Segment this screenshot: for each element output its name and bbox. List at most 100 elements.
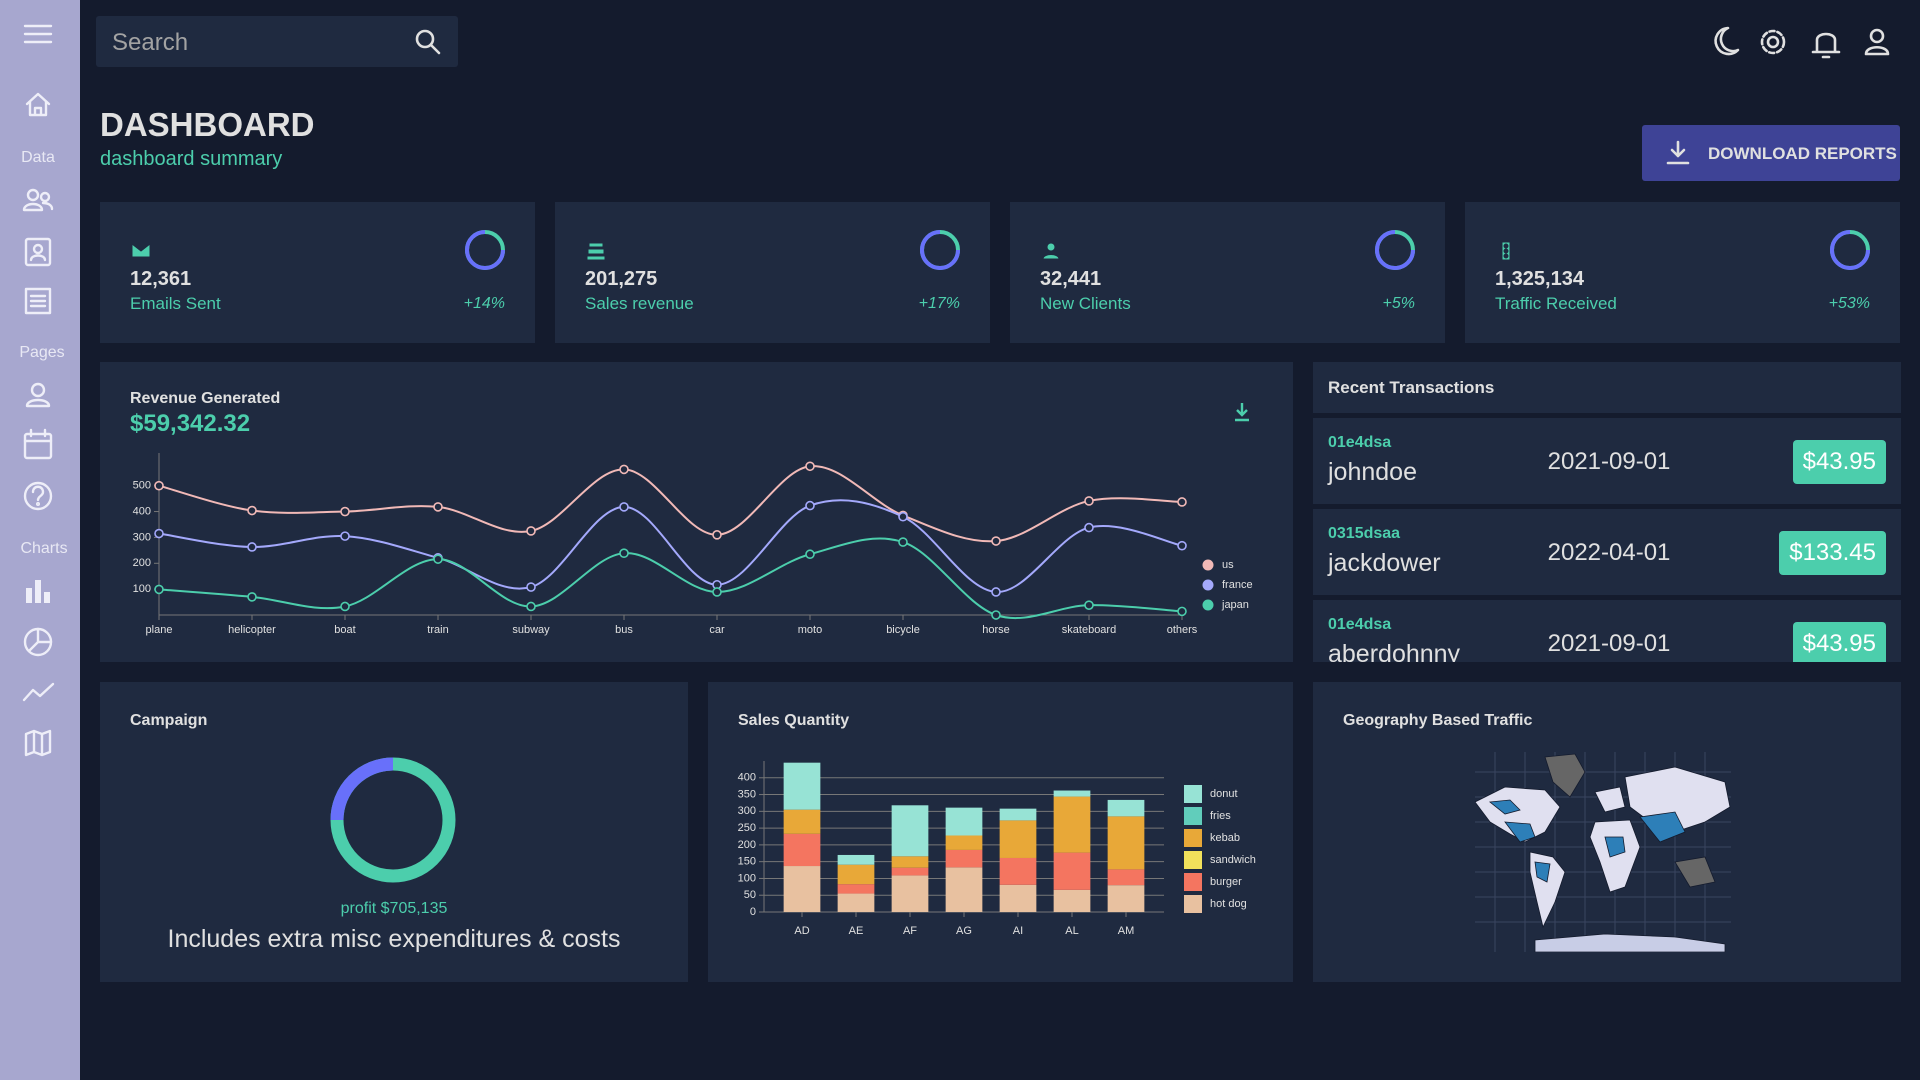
- ring-arc: [1830, 230, 1870, 270]
- transaction-row: 0315dsaa jackdower 2022-04-01 $133.45: [1313, 509, 1901, 595]
- legend-swatch: [1184, 851, 1202, 869]
- legend-swatch: [1202, 599, 1214, 611]
- geography-card: Geography Based Traffic: [1313, 682, 1901, 982]
- point: [247, 542, 257, 552]
- point: [526, 526, 536, 536]
- map-icon[interactable]: [24, 729, 52, 757]
- transaction-id: 01e4dsa: [1328, 434, 1392, 451]
- stat-icon: [586, 242, 606, 261]
- sidebar: Data Pages Charts: [0, 0, 80, 1080]
- transaction-user: aberdohnny: [1328, 640, 1461, 662]
- bar-segment: [999, 884, 1037, 912]
- profile-icon[interactable]: [25, 382, 51, 408]
- transaction-date: 2021-09-01: [1547, 448, 1671, 475]
- x-tick-label: train: [427, 624, 448, 636]
- account-icon[interactable]: [1864, 28, 1890, 56]
- stat-card: 32,441 New Clients +5%: [1010, 202, 1445, 343]
- calendar-icon[interactable]: [23, 428, 53, 460]
- transaction-cost[interactable]: $43.95: [1792, 440, 1886, 484]
- y-tick-label: 150: [738, 856, 756, 868]
- card-title: Geography Based Traffic: [1343, 712, 1533, 729]
- point: [805, 461, 815, 472]
- point: [340, 531, 350, 541]
- ring-arc: [1375, 230, 1415, 270]
- bar-segment: [999, 808, 1037, 821]
- stat-ring: [1375, 230, 1415, 270]
- card-title: Revenue Generated: [130, 390, 281, 407]
- faq-icon[interactable]: [23, 481, 53, 511]
- download-button[interactable]: DOWNLOAD REPORTS: [1642, 125, 1900, 181]
- x-tick-label: AM: [1118, 925, 1135, 937]
- x-tick-label: car: [709, 624, 725, 636]
- stat-value: 12,361: [130, 268, 192, 290]
- theme-icon[interactable]: [1714, 26, 1740, 56]
- campaign-card: Campaign profit $705,135 Includes extra …: [100, 682, 688, 982]
- legend-swatch: [1202, 579, 1214, 591]
- point: [898, 537, 908, 547]
- sidebar-section: Pages: [19, 344, 64, 361]
- stat-card: 201,275 Sales revenue +17%: [555, 202, 990, 343]
- pie-icon[interactable]: [23, 627, 53, 657]
- point: [433, 502, 443, 512]
- download-icon[interactable]: [1230, 400, 1254, 424]
- stat-card: 12,361 Emails Sent +14%: [100, 202, 535, 343]
- search-placeholder: Search: [112, 29, 189, 56]
- search-icon[interactable]: [414, 28, 442, 56]
- settings-icon[interactable]: [1760, 29, 1786, 55]
- bar-segment: [1107, 869, 1145, 886]
- page-title: DASHBOARD: [100, 106, 315, 143]
- legend-swatch: [1184, 785, 1202, 803]
- bar-segment: [783, 866, 821, 912]
- point: [526, 582, 536, 592]
- point: [619, 502, 629, 512]
- team-icon[interactable]: [22, 188, 54, 212]
- menu-icon[interactable]: [23, 24, 53, 44]
- point: [1177, 606, 1187, 617]
- sales-card: Sales Quantity 0 50 100 150 200 250 300 350 400 A…: [708, 682, 1293, 982]
- legend-label: us: [1222, 559, 1234, 571]
- bar-segment: [837, 884, 875, 894]
- home-icon[interactable]: [25, 92, 51, 117]
- point: [898, 511, 908, 522]
- notifications-icon[interactable]: [1811, 32, 1841, 59]
- page-subtitle: dashboard summary: [100, 148, 283, 170]
- x-tick-label: horse: [982, 624, 1010, 636]
- transaction-row: 01e4dsa johndoe 2021-09-01 $43.95: [1313, 418, 1901, 504]
- x-tick-label: plane: [146, 624, 173, 636]
- stat-change: +5%: [1382, 295, 1415, 312]
- y-tick-label: 250: [738, 822, 756, 834]
- point: [805, 549, 815, 560]
- x-tick-label: AG: [956, 925, 972, 937]
- point: [1177, 497, 1187, 507]
- legend-label: hot dog: [1210, 898, 1247, 910]
- series-line: [158, 465, 1183, 543]
- y-tick-label: 300: [133, 531, 151, 543]
- stat-icon-glyph: [1042, 242, 1060, 260]
- stat-label: New Clients: [1040, 294, 1131, 313]
- transactions-title: Recent Transactions: [1313, 362, 1901, 413]
- point: [619, 548, 629, 558]
- bar-icon[interactable]: [26, 580, 50, 603]
- bar-segment: [837, 864, 875, 885]
- line-icon[interactable]: [22, 682, 55, 702]
- bar-segment: [783, 809, 821, 834]
- search-box[interactable]: Search: [96, 16, 458, 67]
- x-tick-label: helicopter: [228, 624, 276, 636]
- stat-value: 32,441: [1040, 268, 1102, 290]
- invoices-icon[interactable]: [24, 287, 52, 315]
- x-tick-label: subway: [512, 624, 550, 636]
- stat-change: +14%: [463, 295, 505, 312]
- transaction-cost[interactable]: $43.95: [1792, 622, 1886, 662]
- point: [340, 601, 350, 612]
- bar-segment: [1053, 796, 1091, 853]
- bar-segment: [891, 805, 929, 857]
- stat-icon-glyph: [1501, 241, 1511, 261]
- point: [433, 554, 443, 564]
- contacts-icon[interactable]: [24, 237, 52, 267]
- campaign-profit: profit $705,135: [340, 900, 448, 917]
- y-tick-label: 300: [738, 805, 756, 817]
- y-tick-label: 500: [133, 480, 151, 492]
- transaction-id: 0315dsaa: [1328, 525, 1401, 542]
- stat-label: Emails Sent: [130, 294, 221, 313]
- transaction-cost[interactable]: $133.45: [1779, 531, 1886, 575]
